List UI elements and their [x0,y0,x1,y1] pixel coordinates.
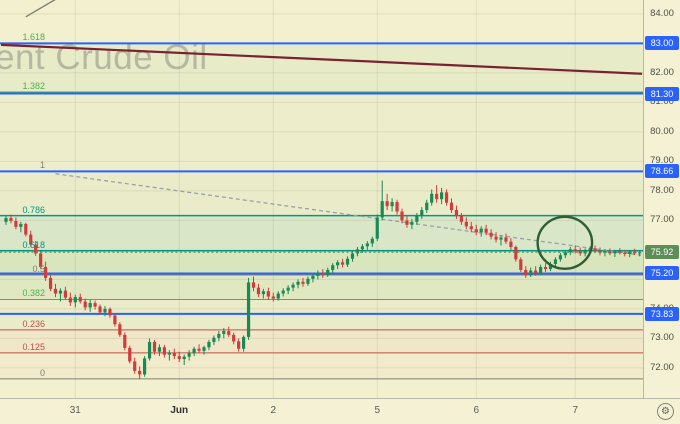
time-axis-label: 2 [270,405,277,416]
time-axis-label: 5 [374,405,381,416]
price-axis-label: 78.00 [650,184,674,196]
price-axis-label: 82.00 [650,66,674,78]
time-axis-label: Jun [170,405,189,416]
last-price-badge: 75.92 [645,245,679,260]
price-pane[interactable]: ent Crude Oil 1.618 1.382 1 0.786 0.618 0.5 0.… [0,0,643,398]
time-axis-label: 31 [69,405,81,416]
time-axis-label: 7 [572,405,579,416]
plot-layer [0,0,643,380]
price-axis-label: 73.00 [650,332,674,344]
price-axis[interactable]: 84.0082.0081.0080.0079.0078.0077.0074.00… [643,0,680,398]
gear-icon: ⚙ [661,406,670,417]
settings-gear-button[interactable]: ⚙ [657,403,674,420]
price-axis-label: 77.00 [650,214,674,226]
price-axis-label: 81.00 [650,96,674,108]
price-axis-label: 79.00 [650,155,674,167]
price-line-badge: 83.00 [645,36,679,51]
price-axis-label: 80.00 [650,125,674,137]
price-line-badge: 78.66 [645,164,679,179]
price-axis-label: 84.00 [650,7,674,19]
price-axis-label: 72.00 [650,361,674,373]
price-line-badge: 81.30 [645,86,679,101]
symbol-watermark: ent Crude Oil [0,38,208,77]
price-line-badge: 75.20 [645,266,679,281]
price-line-badge: 73.83 [645,306,679,321]
time-axis[interactable]: ⚙ 31 Jun 2 5 6 7 [0,398,680,424]
time-axis-label: 6 [473,405,480,416]
